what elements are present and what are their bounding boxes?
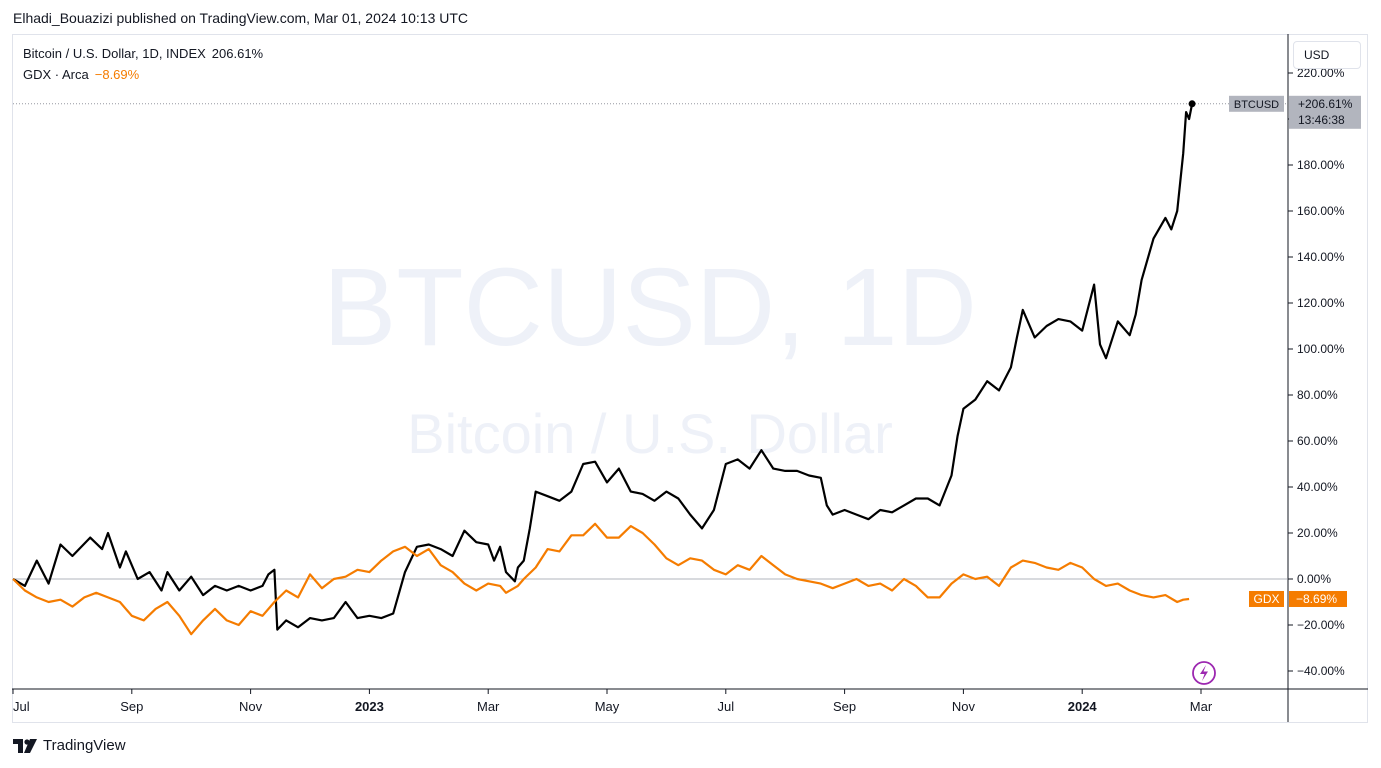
y-tick-label: 40.00%: [1297, 480, 1338, 494]
watermark-symbol: BTCUSD, 1D: [323, 246, 977, 369]
y-tick-label: 180.00%: [1297, 158, 1345, 172]
y-tick-label: 60.00%: [1297, 434, 1338, 448]
y-tick-label: 140.00%: [1297, 250, 1345, 264]
btc-countdown-label: 13:46:38: [1298, 113, 1345, 127]
x-axis: Jul Sep Nov 2023 Mar May Jul Sep Nov 2024 Mar: [12, 689, 1213, 714]
publisher-line: Elhadi_Bouazizi published on TradingView…: [13, 10, 469, 26]
legend-gdx[interactable]: GDX · Arca −8.69%: [23, 67, 139, 82]
series-group: [12, 100, 1288, 636]
y-axis: −40.00% −20.00% 0.00% 20.00% 40.00% 60.00% 80.…: [1288, 66, 1345, 678]
y-tick-label: 220.00%: [1297, 66, 1345, 80]
tradingview-logo[interactable]: TradingView: [13, 737, 126, 754]
y-tick-label: 120.00%: [1297, 296, 1345, 310]
currency-button[interactable]: USD: [1293, 41, 1361, 69]
btc-value-label: +206.61%: [1298, 97, 1353, 111]
last-value-labels: BTCUSD +206.61% 13:46:38 GDX −8.69%: [1229, 95, 1361, 607]
legend-gdx-value: −8.69%: [94, 67, 140, 82]
x-tick-label: Sep: [833, 699, 856, 714]
branding-name: TradingView: [43, 737, 126, 754]
x-tick-label: Sep: [120, 699, 143, 714]
btc-name-tag-bg: [1229, 95, 1284, 112]
btc-line: [12, 103, 1194, 631]
x-tick-label: 2023: [355, 699, 384, 714]
x-tick-label: May: [595, 699, 620, 714]
btc-last-point: [1188, 100, 1196, 108]
gdx-name-tag: GDX: [1253, 592, 1279, 606]
chart-frame[interactable]: [12, 34, 1368, 723]
legend-btc[interactable]: Bitcoin / U.S. Dollar, 1D, INDEX 206.61%: [23, 46, 263, 61]
x-tick-label: Mar: [1190, 699, 1213, 714]
gdx-value-label: −8.69%: [1296, 592, 1337, 606]
legend-btc-value: 206.61%: [211, 46, 264, 61]
legend-btc-name: Bitcoin / U.S. Dollar, 1D, INDEX: [23, 46, 206, 61]
gdx-name-tag-bg: [1249, 590, 1284, 607]
legend-gdx-name: GDX · Arca: [23, 67, 89, 82]
y-tick-label: 160.00%: [1297, 204, 1345, 218]
x-tick-label: Mar: [477, 699, 500, 714]
gdx-line: [12, 522, 1190, 636]
btc-value-box: [1289, 95, 1361, 129]
y-tick-label: 80.00%: [1297, 388, 1338, 402]
tradingview-logo-icon: [13, 738, 37, 753]
x-tick-label: Nov: [239, 699, 263, 714]
x-tick-label: Nov: [952, 699, 976, 714]
watermark: BTCUSD, 1D Bitcoin / U.S. Dollar: [323, 246, 977, 465]
x-tick-label: 2024: [1068, 699, 1098, 714]
lightning-icon[interactable]: [1192, 661, 1216, 685]
watermark-description: Bitcoin / U.S. Dollar: [407, 402, 893, 465]
y-tick-label: −40.00%: [1297, 664, 1345, 678]
y-tick-label: 0.00%: [1297, 572, 1331, 586]
y-tick-label: −20.00%: [1297, 618, 1345, 632]
gdx-value-box: [1289, 590, 1347, 607]
y-tick-label: 20.00%: [1297, 526, 1338, 540]
x-tick-label: Jul: [717, 699, 734, 714]
y-tick-label: 100.00%: [1297, 342, 1345, 356]
btc-name-tag: BTCUSD: [1234, 99, 1279, 111]
x-tick-label: Jul: [13, 699, 30, 714]
